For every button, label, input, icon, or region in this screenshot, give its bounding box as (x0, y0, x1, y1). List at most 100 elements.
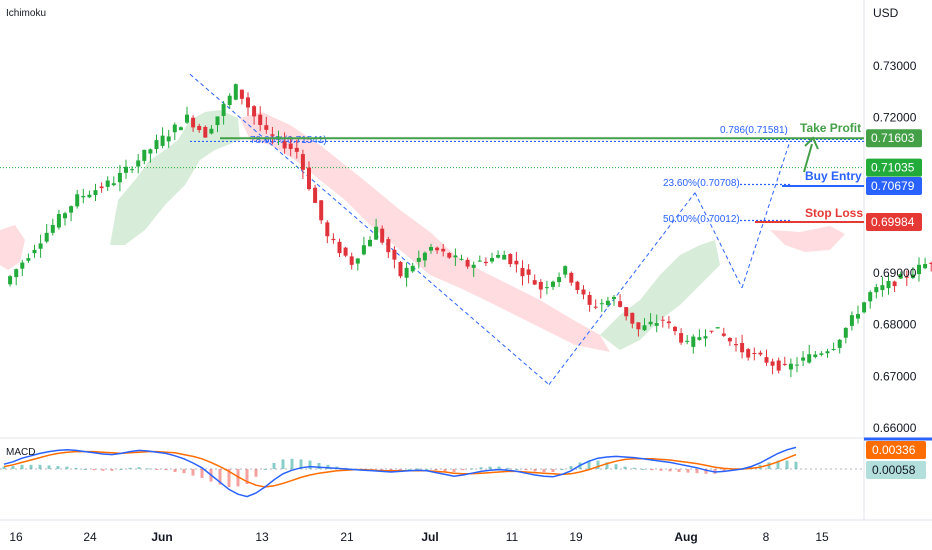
candle-body (416, 257, 421, 262)
candle-body (483, 261, 488, 264)
candle-body (404, 267, 409, 278)
time-tick-label: Jul (421, 530, 438, 544)
macd-histogram-bar (317, 463, 321, 469)
take-profit-price-value: 0.71603 (871, 131, 915, 145)
candle-body (490, 257, 494, 262)
candle-body (422, 252, 427, 261)
macd-histogram-bar (56, 466, 60, 469)
macd-histogram-bar (236, 469, 240, 487)
candle-body (581, 289, 586, 295)
macd-histogram-bar (74, 467, 78, 469)
candle-body (459, 258, 464, 260)
macd-histogram-bar (542, 469, 546, 472)
candle-body (172, 124, 177, 133)
candle-body (63, 213, 67, 219)
candle-body (349, 256, 354, 265)
macd-histogram-bar (560, 469, 564, 470)
candle-body (50, 224, 55, 233)
candle-body (666, 321, 671, 324)
macd-histogram-bar (182, 469, 186, 474)
time-tick-label: Jun (151, 530, 172, 544)
candle-body (410, 265, 415, 272)
candle-body (782, 363, 787, 365)
macd-histogram-bar (659, 469, 663, 471)
macd-histogram-bar (101, 469, 105, 471)
candle-body (868, 292, 873, 302)
macd-histogram-bar (398, 469, 402, 470)
candle-body (209, 128, 214, 134)
time-tick-label: 24 (83, 530, 97, 544)
candle-body (910, 274, 915, 278)
candle-body (758, 352, 763, 355)
macd-histogram-bar (416, 468, 420, 470)
macd-histogram-bar (65, 466, 69, 469)
candle-body (508, 254, 513, 265)
candle-body (612, 296, 616, 299)
candle-body (807, 354, 812, 363)
time-tick-label: 15 (815, 530, 829, 544)
macd-histogram-bar (155, 469, 159, 470)
trade-annotations: Take Profit Buy Entry Stop Loss (220, 121, 864, 223)
candle-body (575, 281, 580, 290)
macd-histogram-bar (272, 463, 276, 469)
macd-histogram-bar (479, 467, 483, 469)
currency-label: USD (873, 6, 899, 20)
candle-body (270, 134, 275, 136)
cloud-segment (110, 110, 240, 245)
candle-body (599, 303, 604, 305)
macd-histogram-bar (785, 460, 789, 469)
candle-body (843, 327, 848, 338)
macd-histogram-bar (452, 469, 456, 472)
candle-body (160, 135, 165, 146)
candle-body (203, 126, 208, 138)
time-axis[interactable]: 16 24 Jun 13 21 Jul 11 19 Aug 8 15 (9, 530, 829, 544)
macd-histogram-bar (83, 469, 87, 470)
candle-body (99, 186, 104, 189)
candle-body (752, 352, 757, 354)
macd-hist-tag (866, 461, 926, 479)
macd-histogram-bar (218, 469, 222, 485)
candle-body (618, 301, 623, 307)
candle-body (148, 149, 153, 154)
candle-body (923, 264, 928, 269)
candle-body (904, 276, 909, 278)
candle-body (673, 326, 677, 332)
macd-histogram-bar (11, 466, 15, 469)
candle-body (654, 323, 659, 326)
candle-body (75, 194, 80, 207)
price-tick-label: 0.73000 (873, 59, 917, 73)
target-arrow-head (804, 136, 819, 150)
macd-histogram-bar (137, 467, 141, 469)
candle-body (282, 141, 287, 149)
buy-entry-price-value: 0.70679 (871, 179, 915, 193)
stop-loss-price-value: 0.69984 (871, 215, 915, 229)
candle-body (880, 285, 885, 291)
macd-histogram-bar (767, 462, 771, 469)
macd-histogram-bar (263, 469, 267, 470)
macd-histogram-bar (515, 469, 519, 470)
candle-body (569, 272, 574, 283)
price-axis[interactable]: 0.73000 0.72000 0.69000 0.68000 0.67000 0.660… (866, 59, 922, 435)
macd-histogram-bar (227, 469, 231, 487)
macd-histogram-bar (38, 464, 42, 469)
candle-body (727, 337, 732, 342)
macd-histogram-bar (110, 469, 114, 471)
candle-body (770, 361, 775, 366)
macd-histogram-bar (794, 461, 798, 469)
candle-body (130, 169, 135, 171)
candle-body (831, 348, 836, 350)
macd-value: 0.00336 (872, 443, 916, 457)
macd-histogram-bar (488, 466, 492, 469)
candle-body (56, 214, 61, 228)
candle-body (502, 254, 507, 260)
candle-body (837, 339, 842, 348)
candle-body (514, 260, 519, 265)
candle-body (849, 315, 854, 326)
macd-hist-value: 0.00058 (872, 463, 916, 477)
macd-histogram-bar (461, 469, 465, 471)
candle-body (776, 360, 781, 371)
fib-trend-up (548, 192, 696, 385)
candle-body (32, 249, 37, 254)
fib-level-label: 78.60%(0.71541) (250, 135, 327, 146)
